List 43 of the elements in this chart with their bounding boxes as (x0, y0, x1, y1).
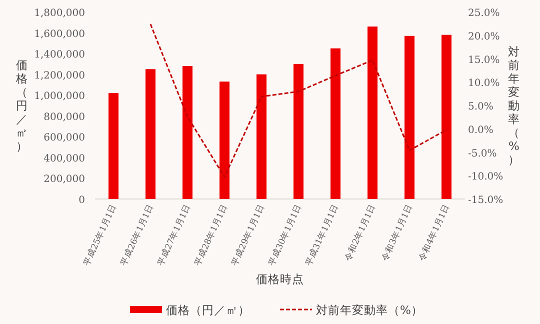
bar (442, 34, 452, 199)
legend-label: 価格（円／㎡） (166, 303, 250, 317)
x-tick-label: 平成28年1月1日 (192, 202, 230, 268)
y-tick-label: 1,400,000 (34, 50, 85, 61)
y2-tick-label: 10.0% (468, 78, 500, 90)
bar (220, 82, 230, 199)
y2-axis-title: 対前年変動率（%） (508, 44, 520, 166)
y-tick-label: 1,600,000 (34, 28, 85, 40)
bar (404, 36, 414, 199)
bar (108, 93, 118, 199)
y-tick-label: 1,200,000 (34, 70, 85, 82)
y2-tick-label: 15.0% (468, 54, 500, 66)
y2-tick-label: -5.0% (468, 148, 497, 160)
y2-tick-label: -15.0% (468, 195, 504, 206)
legend-label: 対前年変動率（%） (316, 303, 423, 317)
y-tick-label: 400,000 (44, 153, 85, 164)
line-series (150, 23, 448, 178)
y2-tick-label: 25.0% (468, 8, 500, 19)
y-tick-label: 1,800,000 (34, 8, 85, 19)
bar (294, 64, 304, 199)
y-tick-label: 800,000 (44, 112, 85, 123)
x-tick-label: 平成27年1月1日 (155, 202, 194, 268)
x-tick-label: 平成29年1月1日 (229, 202, 268, 268)
y2-tick-label: 0.0% (468, 124, 494, 136)
x-axis-title: 価格時点 (256, 272, 304, 286)
x-tick-label: 平成31年1月1日 (303, 202, 342, 268)
bar (256, 74, 266, 199)
bar (330, 48, 340, 199)
y-axis-title: 価格（円／㎡） (16, 58, 28, 153)
y2-tick-label: 5.0% (468, 102, 494, 112)
x-tick-label: 平成30年1月1日 (266, 202, 304, 268)
y-tick-label: 200,000 (44, 174, 85, 186)
y2-tick-label: -10.0% (468, 172, 504, 183)
x-tick-label: 令和3年1月1日 (379, 202, 416, 263)
bar (368, 26, 378, 199)
x-tick-label: 令和2年1月1日 (342, 202, 378, 263)
y-tick-label: 600,000 (44, 132, 85, 144)
x-tick-label: 令和4年1月1日 (416, 202, 452, 263)
bar (146, 69, 156, 199)
x-tick-label: 平成26年1月1日 (118, 202, 156, 268)
bar (182, 66, 192, 199)
y-tick-label: 1,000,000 (34, 91, 85, 102)
y2-tick-label: 20.0% (468, 31, 500, 42)
